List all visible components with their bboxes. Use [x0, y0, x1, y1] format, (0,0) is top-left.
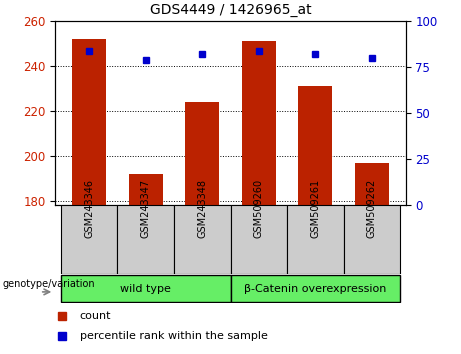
Bar: [118, 205, 174, 274]
Bar: [61, 205, 118, 274]
Bar: [185, 102, 219, 205]
Bar: [287, 205, 343, 274]
Text: wild type: wild type: [120, 284, 171, 293]
Bar: [61, 275, 230, 302]
Text: count: count: [80, 310, 112, 320]
Text: GSM509260: GSM509260: [254, 179, 264, 239]
Text: GSM243347: GSM243347: [141, 179, 151, 239]
Bar: [230, 275, 400, 302]
Bar: [298, 86, 332, 205]
Text: GSM509261: GSM509261: [310, 179, 320, 239]
Bar: [343, 205, 400, 274]
Text: GSM243348: GSM243348: [197, 179, 207, 239]
Bar: [355, 163, 389, 205]
Text: GSM509262: GSM509262: [367, 179, 377, 239]
Bar: [129, 174, 163, 205]
Text: percentile rank within the sample: percentile rank within the sample: [80, 331, 268, 341]
Text: β-Catenin overexpression: β-Catenin overexpression: [244, 284, 386, 293]
Bar: [242, 41, 276, 205]
Text: GSM243346: GSM243346: [84, 179, 94, 239]
Bar: [174, 205, 230, 274]
Text: genotype/variation: genotype/variation: [3, 279, 95, 289]
Bar: [72, 39, 106, 205]
Title: GDS4449 / 1426965_at: GDS4449 / 1426965_at: [150, 4, 311, 17]
Bar: [230, 205, 287, 274]
